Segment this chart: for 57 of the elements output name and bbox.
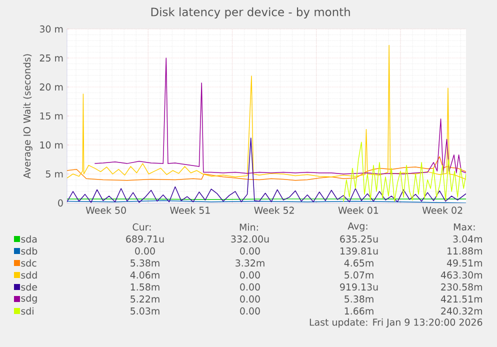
text: Min: bbox=[240, 223, 258, 231]
text: Cur: bbox=[132, 223, 151, 231]
line-series bbox=[67, 156, 466, 181]
text: Max: bbox=[454, 223, 475, 231]
y-tick-label: 5 m bbox=[46, 170, 63, 178]
y-tick-label: 30 m bbox=[40, 25, 63, 33]
x-tick-label: Week 52 bbox=[254, 206, 294, 214]
line-series bbox=[67, 44, 466, 180]
text: 0.00 bbox=[240, 307, 260, 315]
text: 4.65m bbox=[344, 259, 374, 267]
text: 5.38m bbox=[344, 295, 374, 303]
text: Last update: Fri Jan 9 13:20:00 2026 bbox=[310, 318, 482, 328]
legend-label: sdb bbox=[21, 247, 38, 255]
text: 240.32m bbox=[441, 307, 482, 315]
y-tick-label: 10 m bbox=[40, 141, 63, 149]
text: Avg: bbox=[348, 222, 368, 232]
text: 0.00 bbox=[240, 295, 260, 303]
text: 230.58m bbox=[441, 283, 482, 291]
text: 4.06m bbox=[130, 271, 160, 279]
text: 1.58m bbox=[130, 283, 160, 291]
text: 689.71u bbox=[126, 235, 164, 243]
chart-title: Disk latency per device - by month bbox=[151, 7, 350, 18]
text: 0.00 bbox=[240, 271, 260, 279]
x-tick-label: Week 50 bbox=[86, 206, 126, 214]
y-axis-title: Average IO Wait (seconds) bbox=[23, 54, 32, 178]
text: 5.07m bbox=[344, 271, 374, 279]
y-tick-label: 20 m bbox=[40, 83, 63, 91]
text: 1.66m bbox=[344, 307, 374, 315]
legend-label: sdc bbox=[21, 259, 36, 267]
text: 5.03m bbox=[130, 307, 160, 315]
text: 5.38m bbox=[130, 259, 160, 267]
text: 139.81u bbox=[340, 247, 378, 255]
y-tick-label: 25 m bbox=[40, 54, 63, 62]
text: 0.00 bbox=[240, 247, 260, 255]
text: 3.04m bbox=[453, 235, 482, 243]
text: 5.22m bbox=[130, 295, 160, 303]
x-tick-label: Week 51 bbox=[170, 206, 210, 214]
y-tick-label: 0 bbox=[58, 199, 63, 207]
legend-label: sdi bbox=[21, 307, 34, 315]
text: 635.25u bbox=[340, 235, 378, 243]
legend-label: sdd bbox=[21, 271, 37, 279]
x-tick-label: Week 01 bbox=[338, 206, 378, 214]
x-tick-label: Week 02 bbox=[422, 206, 462, 214]
legend-label: sdg bbox=[21, 294, 37, 304]
line-series bbox=[343, 142, 466, 202]
text: 49.51m bbox=[446, 259, 482, 267]
text: 3.32m bbox=[236, 259, 264, 267]
legend-label: sde bbox=[21, 283, 37, 291]
text: 421.51m bbox=[440, 295, 482, 303]
text: 919.13u bbox=[340, 283, 378, 291]
text: 0.00 bbox=[135, 247, 155, 255]
text: 332.00u bbox=[231, 235, 269, 243]
text: 11.88m bbox=[448, 247, 482, 255]
y-tick-label: 15 m bbox=[40, 112, 63, 120]
legend-label: sda bbox=[21, 235, 37, 243]
text: 463.30m bbox=[440, 271, 482, 279]
text: 0.00 bbox=[240, 283, 260, 291]
